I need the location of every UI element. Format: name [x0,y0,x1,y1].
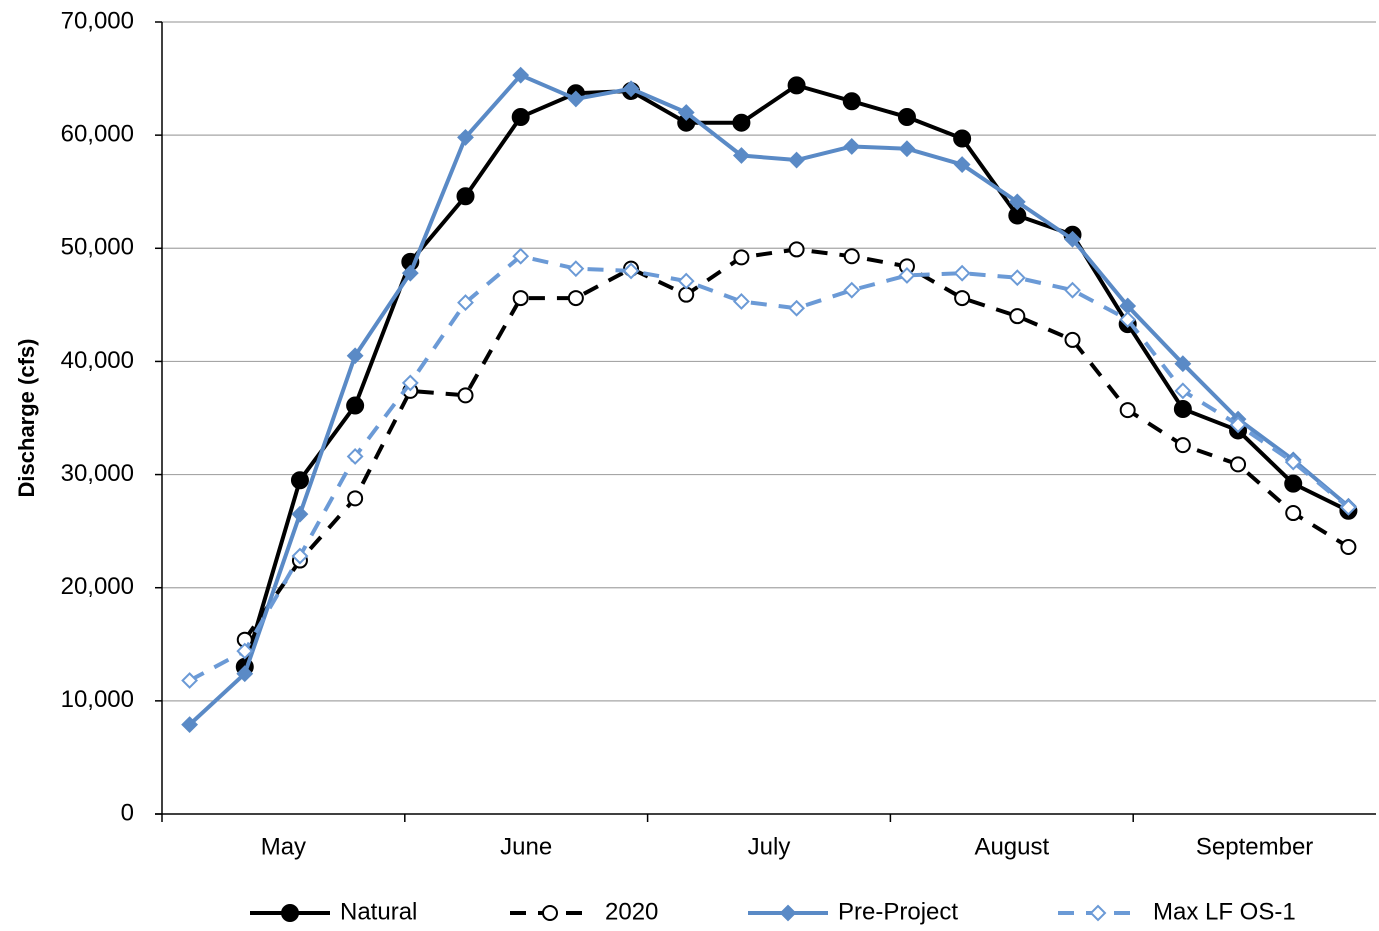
point [1285,505,1302,522]
legend-marker [542,905,558,921]
point [842,92,861,111]
point [897,108,916,127]
point [291,547,309,565]
point [512,290,529,307]
point [788,241,805,258]
point [954,290,971,307]
point [1064,281,1081,299]
point [898,140,916,158]
point [1284,453,1302,471]
y-tick-label: 20,000 [61,573,134,600]
y-axis-label: Discharge (cfs) [14,339,39,498]
legend-label: Max LF OS-1 [1153,898,1296,925]
point [677,272,695,290]
point [1008,193,1026,211]
point [1008,269,1026,287]
point [567,260,585,278]
point [401,264,419,282]
point [1009,308,1026,325]
point [843,138,861,155]
legend-label: Natural [340,898,417,925]
point [1229,416,1247,434]
x-group-label: September [1196,833,1313,860]
point [1119,311,1137,328]
point [1284,474,1303,493]
point [788,151,806,169]
point [732,293,750,310]
y-tick-label: 30,000 [61,460,134,487]
point [567,290,584,307]
point [346,448,364,465]
point [953,129,972,148]
x-group-label: August [974,833,1049,860]
point [512,66,530,84]
point [678,286,695,303]
legend-marker [281,904,299,922]
point [1174,382,1192,400]
point [787,76,806,95]
point [512,247,530,265]
point [1339,498,1357,516]
point [1173,399,1192,418]
point [457,294,474,312]
point [843,281,861,299]
point [290,471,309,490]
series-line [188,73,1350,727]
point [1174,437,1191,454]
point [236,642,254,660]
point [457,128,474,146]
point [511,108,530,127]
point [898,267,916,284]
point [1174,355,1192,373]
point [677,104,695,121]
point [953,156,971,173]
legend-marker [1089,904,1107,922]
point [1064,230,1081,248]
x-group-label: July [748,833,791,860]
point [346,396,365,415]
point [843,248,860,265]
point [401,374,419,392]
point [457,387,474,404]
point [456,187,475,206]
legend-marker [779,904,797,922]
point [788,299,806,317]
point [732,147,750,164]
point [181,672,199,689]
point [1340,538,1357,555]
point [622,262,640,280]
point [733,249,750,266]
point [953,264,971,282]
x-group-label: May [261,833,306,860]
y-tick-label: 40,000 [61,347,134,374]
point [1119,402,1136,419]
point [347,490,364,507]
y-tick-label: 60,000 [61,120,134,147]
point [732,113,751,132]
point [622,80,640,98]
y-tick-label: 70,000 [61,7,134,34]
y-tick-label: 50,000 [61,234,134,261]
series-line [188,254,1350,683]
x-group-label: June [500,833,552,860]
legend-label: Pre-Project [838,898,958,925]
point [1230,456,1247,473]
point [291,505,309,523]
point [346,347,364,365]
legend-label: 2020 [605,898,658,925]
point [1064,331,1081,348]
y-tick-label: 0 [121,799,134,826]
y-tick-label: 10,000 [61,686,134,713]
point [567,90,585,108]
point [181,716,199,734]
point [236,665,254,683]
